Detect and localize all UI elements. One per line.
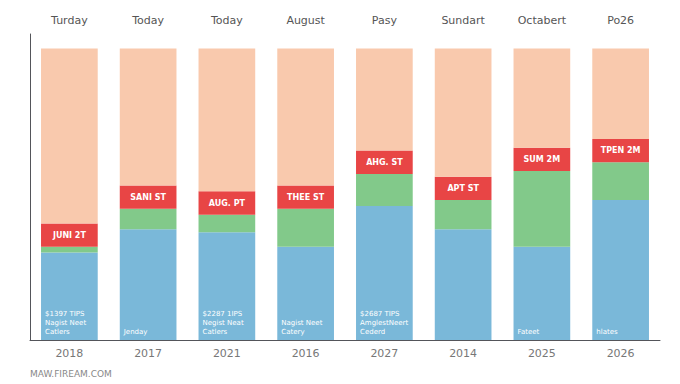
svg-text:SUM 2M: SUM 2M	[524, 155, 561, 164]
svg-text:APT ST: APT ST	[447, 184, 479, 193]
svg-text:Fateet: Fateet	[518, 328, 540, 336]
svg-text:2017: 2017	[134, 347, 162, 360]
svg-text:Sundart: Sundart	[441, 14, 485, 27]
svg-text:$1397 TIPS: $1397 TIPS	[45, 310, 85, 318]
svg-text:2027: 2027	[370, 347, 398, 360]
svg-text:Pasy: Pasy	[372, 14, 398, 27]
svg-text:hlates: hlates	[596, 328, 618, 336]
svg-text:2016: 2016	[292, 347, 320, 360]
svg-text:Nagist Neet: Nagist Neet	[45, 319, 86, 327]
svg-text:Octabert: Octabert	[518, 14, 567, 27]
svg-text:2018: 2018	[55, 347, 83, 360]
svg-text:Today: Today	[210, 14, 243, 27]
svg-text:August: August	[286, 14, 325, 27]
svg-text:AUG. PT: AUG. PT	[209, 199, 246, 208]
svg-text:THEE ST: THEE ST	[287, 193, 325, 202]
svg-text:Catlers: Catlers	[203, 328, 228, 336]
svg-text:Catlers: Catlers	[45, 328, 70, 336]
svg-text:Nagist Neet: Nagist Neet	[281, 319, 322, 327]
svg-text:MAW.FIREAM.COM: MAW.FIREAM.COM	[30, 369, 112, 379]
svg-text:Cederd: Cederd	[360, 328, 385, 336]
svg-text:AmglestNeert: AmglestNeert	[360, 319, 408, 327]
svg-text:$2287 1IPS: $2287 1IPS	[203, 310, 243, 318]
svg-text:2021: 2021	[213, 347, 241, 360]
svg-text:SANI ST: SANI ST	[130, 193, 166, 202]
svg-text:Jenday: Jenday	[123, 328, 148, 336]
svg-text:2026: 2026	[607, 347, 635, 360]
svg-text:2014: 2014	[449, 347, 477, 360]
svg-text:Negist Neat: Negist Neat	[203, 319, 244, 327]
svg-text:JUNI 2T: JUNI 2T	[52, 231, 86, 240]
svg-text:$2687 TIPS: $2687 TIPS	[360, 310, 400, 318]
svg-text:Catery: Catery	[281, 328, 304, 336]
svg-text:TPEN 2M: TPEN 2M	[601, 146, 641, 155]
svg-text:Po26: Po26	[607, 14, 634, 27]
svg-text:AHG. ST: AHG. ST	[366, 158, 403, 167]
svg-text:2025: 2025	[528, 347, 556, 360]
svg-text:Turday: Turday	[50, 14, 88, 27]
svg-text:Today: Today	[131, 14, 164, 27]
